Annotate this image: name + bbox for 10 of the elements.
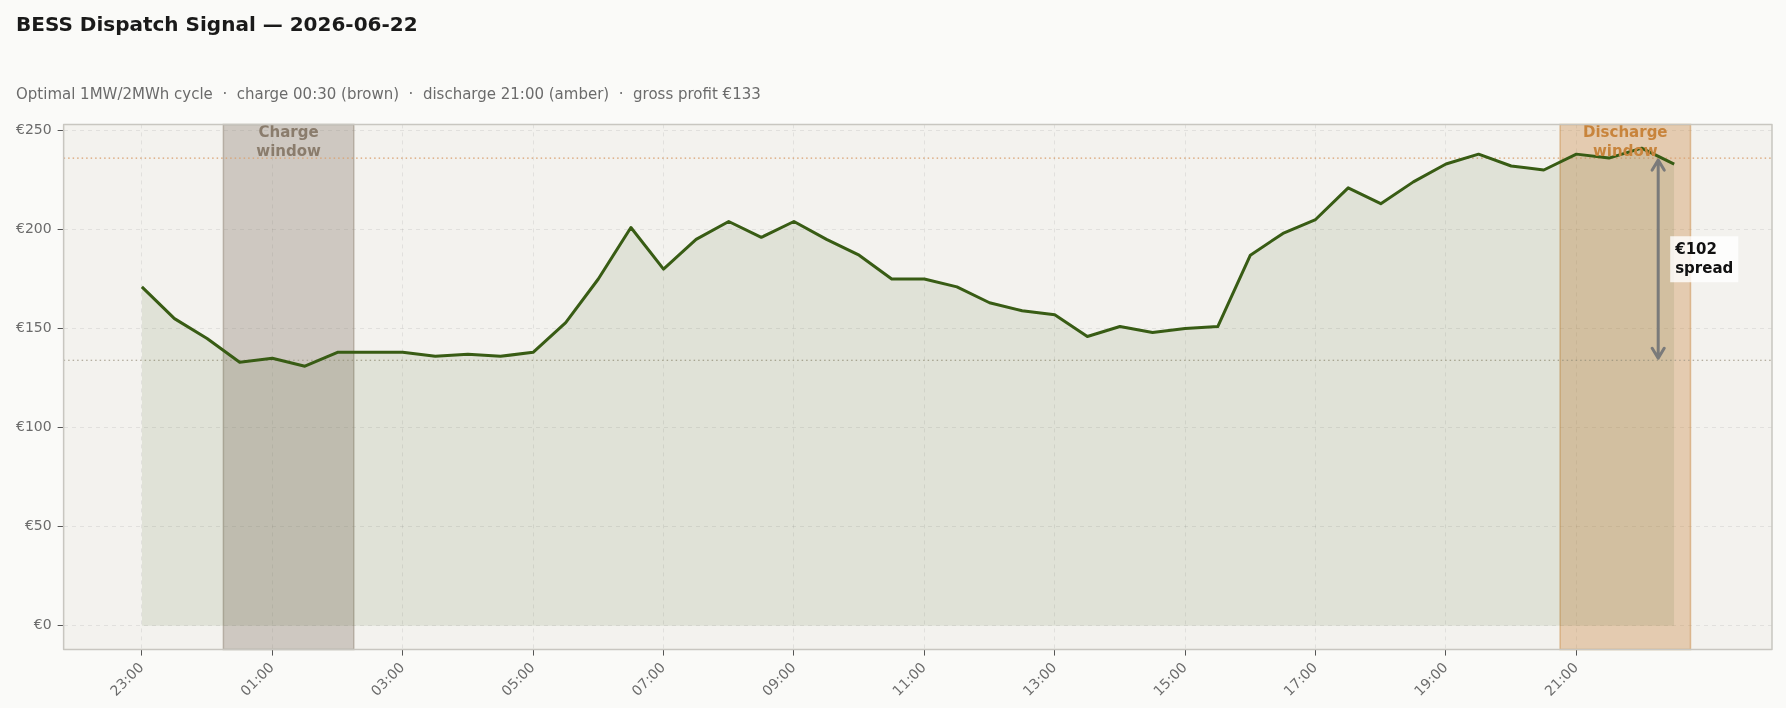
y-tick-label: €50 [24, 517, 52, 534]
y-tick-label: €200 [15, 220, 52, 237]
y-tick-label: €0 [33, 616, 52, 633]
band-label: Charge window [256, 122, 322, 160]
y-tick-label: €250 [15, 120, 52, 137]
y-tick-label: €150 [15, 319, 52, 336]
chart-subtitle: Optimal 1MW/2MWh cycle · charge 00:30 (brown) · discharge 21:00 (amber) · gross profit €133 [16, 85, 761, 103]
annotation: €102 spread [1674, 239, 1734, 277]
y-tick-label: €100 [15, 418, 52, 435]
chart-title: BESS Dispatch Signal — 2026-06-22 [16, 12, 418, 36]
